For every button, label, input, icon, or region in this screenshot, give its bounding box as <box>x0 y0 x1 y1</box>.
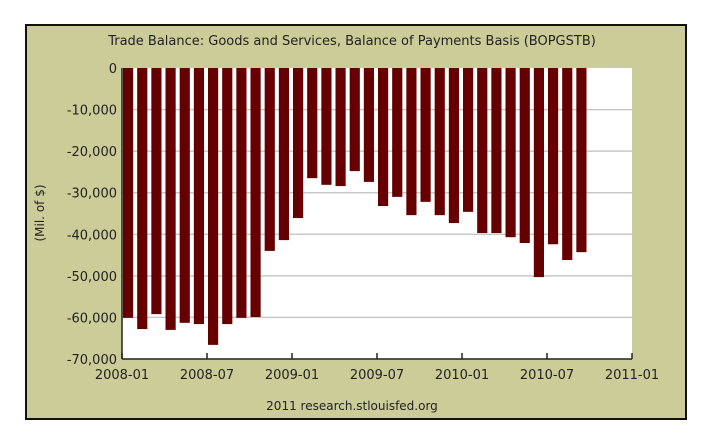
bar <box>576 68 587 253</box>
y-tick-label: -50,000 <box>67 270 117 285</box>
bar <box>264 68 275 251</box>
y-tick-label: -60,000 <box>67 311 117 326</box>
plot-area <box>122 68 632 359</box>
y-tick-label: -70,000 <box>67 353 117 368</box>
bar <box>335 68 346 187</box>
bar <box>392 68 403 197</box>
bar <box>250 68 261 318</box>
x-tick-label: 2009-07 <box>350 368 404 383</box>
bar <box>533 68 544 278</box>
bar <box>137 68 148 330</box>
bar <box>448 68 459 224</box>
bar <box>378 68 389 207</box>
bar <box>293 68 304 219</box>
bar <box>208 68 219 345</box>
bar <box>222 68 233 325</box>
y-tick-label: -30,000 <box>67 187 117 202</box>
bar <box>349 68 360 172</box>
x-tick-label: 2010-07 <box>520 368 574 383</box>
bar <box>363 68 374 182</box>
bar <box>562 68 573 261</box>
bar <box>307 68 318 179</box>
bar <box>548 68 559 245</box>
bar <box>491 68 502 234</box>
x-tick-label: 2010-01 <box>435 368 489 383</box>
bar <box>236 68 247 318</box>
bar <box>406 68 417 216</box>
x-tick-label: 2009-01 <box>265 368 319 383</box>
chart-footer: 2011 research.stlouisfed.org <box>266 399 438 413</box>
bar <box>463 68 474 212</box>
y-axis-label: (Mil. of $) <box>33 184 47 241</box>
bar <box>505 68 516 238</box>
chart-title: Trade Balance: Goods and Services, Balan… <box>107 34 596 49</box>
bar <box>519 68 530 244</box>
bar <box>165 68 176 330</box>
bar <box>420 68 431 202</box>
y-tick-label: -20,000 <box>67 145 117 160</box>
bar <box>151 68 162 315</box>
bar <box>278 68 289 241</box>
bar <box>477 68 488 234</box>
bar <box>123 68 134 318</box>
x-tick-label: 2008-01 <box>95 368 149 383</box>
y-tick-label: 0 <box>109 62 117 77</box>
bar <box>179 68 190 323</box>
bar <box>193 68 204 325</box>
y-tick-label: -10,000 <box>67 104 117 119</box>
x-tick-label: 2011-01 <box>605 368 659 383</box>
bar <box>321 68 332 185</box>
y-tick-label: -40,000 <box>67 228 117 243</box>
bar <box>434 68 445 216</box>
x-tick-label: 2008-07 <box>180 368 234 383</box>
